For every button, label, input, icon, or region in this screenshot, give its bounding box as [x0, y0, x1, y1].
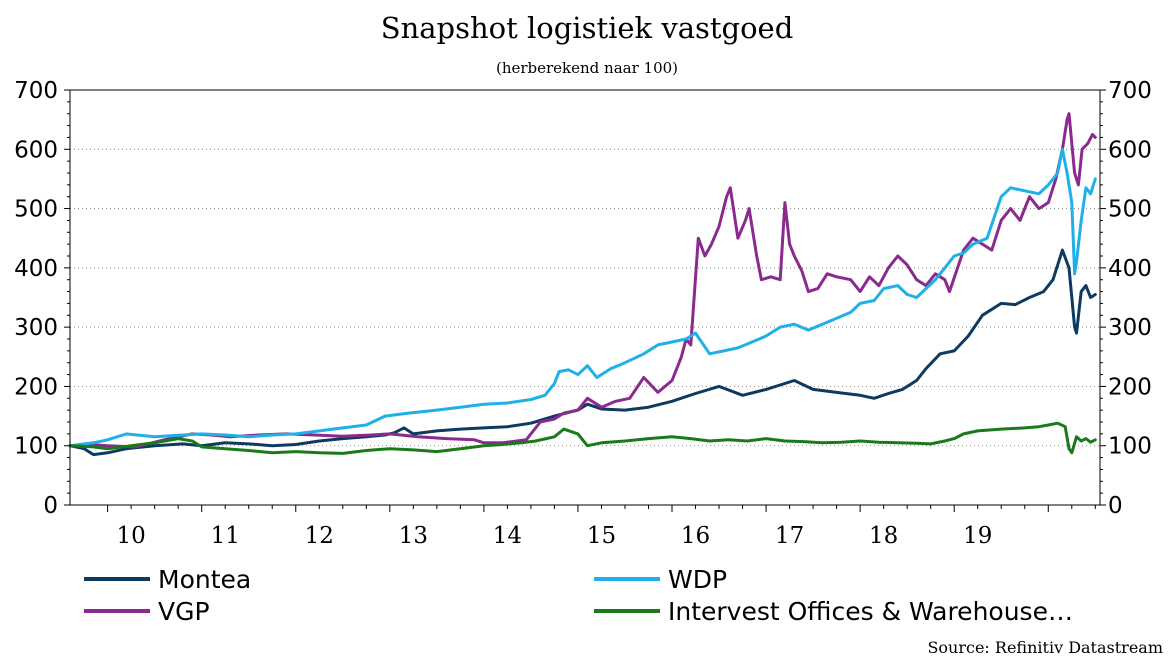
x-axis: 10 11 12 13 14 15 16 17 18 19 [107, 505, 1096, 549]
y-axis-left: 0 100 200 300 400 500 600 700 [14, 78, 70, 519]
y-tick-label-right-100: 100 [1108, 434, 1152, 460]
y-tick-label-right-300: 300 [1108, 315, 1152, 341]
y-tick-label-left-200: 200 [14, 374, 58, 400]
y-tick-label-left-100: 100 [14, 434, 58, 460]
y-tick-label-right-700: 700 [1108, 78, 1152, 104]
y-tick-label-right-600: 600 [1108, 137, 1152, 163]
legend-label-vgp: VGP [158, 597, 210, 626]
legend-label-intervest: Intervest Offices & Warehouse… [668, 597, 1073, 626]
series-line-3 [68, 421, 1097, 455]
legend-label-montea: Montea [158, 565, 251, 594]
legend-label-wdp: WDP [668, 565, 727, 594]
x-tick-label-15: 15 [587, 523, 616, 549]
y-axis-right: 0 100 200 300 400 500 600 700 [1100, 78, 1152, 519]
y-tick-label-right-200: 200 [1108, 374, 1152, 400]
y-tick-label-left-400: 400 [14, 256, 58, 282]
y-tick-label-left-0: 0 [43, 493, 58, 519]
x-tick-label-19: 19 [963, 523, 992, 549]
y-tick-label-right-400: 400 [1108, 256, 1152, 282]
x-tick-label-16: 16 [681, 523, 710, 549]
x-tick-label-11: 11 [211, 523, 240, 549]
chart-title: Snapshot logistiek vastgoed [381, 11, 794, 45]
y-tick-label-right-0: 0 [1108, 493, 1123, 519]
x-tick-label-18: 18 [869, 523, 898, 549]
series-line-2 [68, 147, 1097, 448]
source-note: Source: Refinitiv Datastream [927, 638, 1163, 657]
plot-frame [69, 89, 1101, 506]
x-tick-label-14: 14 [493, 523, 522, 549]
y-tick-label-left-600: 600 [14, 137, 58, 163]
chart-subtitle: (herberekend naar 100) [496, 59, 678, 77]
series-line-0 [68, 248, 1097, 457]
x-tick-label-12: 12 [305, 523, 334, 549]
x-tick-label-13: 13 [399, 523, 428, 549]
series-lines [68, 112, 1097, 457]
y-tick-label-left-300: 300 [14, 315, 58, 341]
y-tick-label-left-700: 700 [14, 78, 58, 104]
y-tick-label-right-500: 500 [1108, 197, 1152, 223]
legend: Montea VGP WDP Intervest Offices & Wareh… [84, 565, 1073, 626]
y-tick-label-left-500: 500 [14, 197, 58, 223]
x-tick-label-10: 10 [117, 523, 146, 549]
series-line-1 [68, 112, 1097, 449]
x-tick-label-17: 17 [775, 523, 804, 549]
